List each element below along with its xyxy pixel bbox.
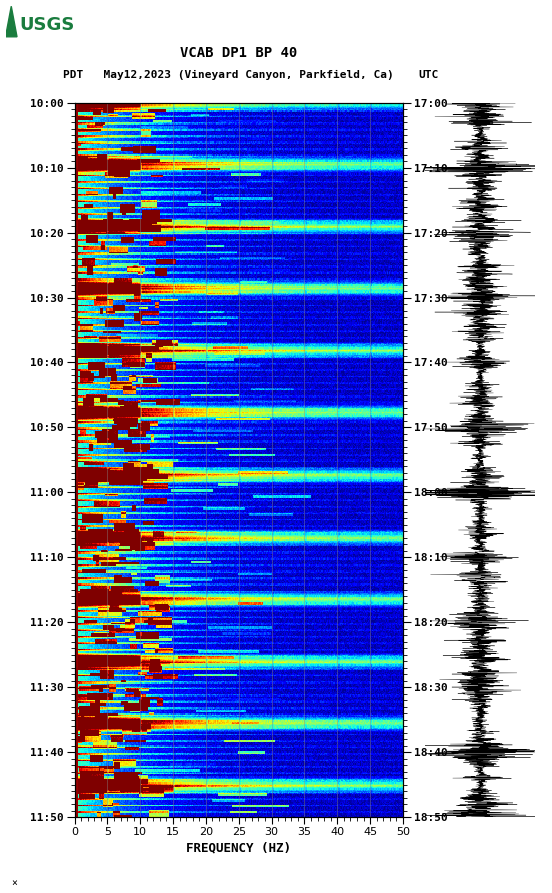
Text: PDT   May12,2023 (Vineyard Canyon, Parkfield, Ca): PDT May12,2023 (Vineyard Canyon, Parkfie…: [63, 71, 394, 80]
Text: UTC: UTC: [418, 71, 439, 80]
Text: ×: ×: [11, 878, 17, 888]
Text: USGS: USGS: [19, 16, 75, 34]
Polygon shape: [6, 6, 17, 37]
X-axis label: FREQUENCY (HZ): FREQUENCY (HZ): [186, 841, 291, 854]
Text: VCAB DP1 BP 40: VCAB DP1 BP 40: [180, 46, 298, 60]
